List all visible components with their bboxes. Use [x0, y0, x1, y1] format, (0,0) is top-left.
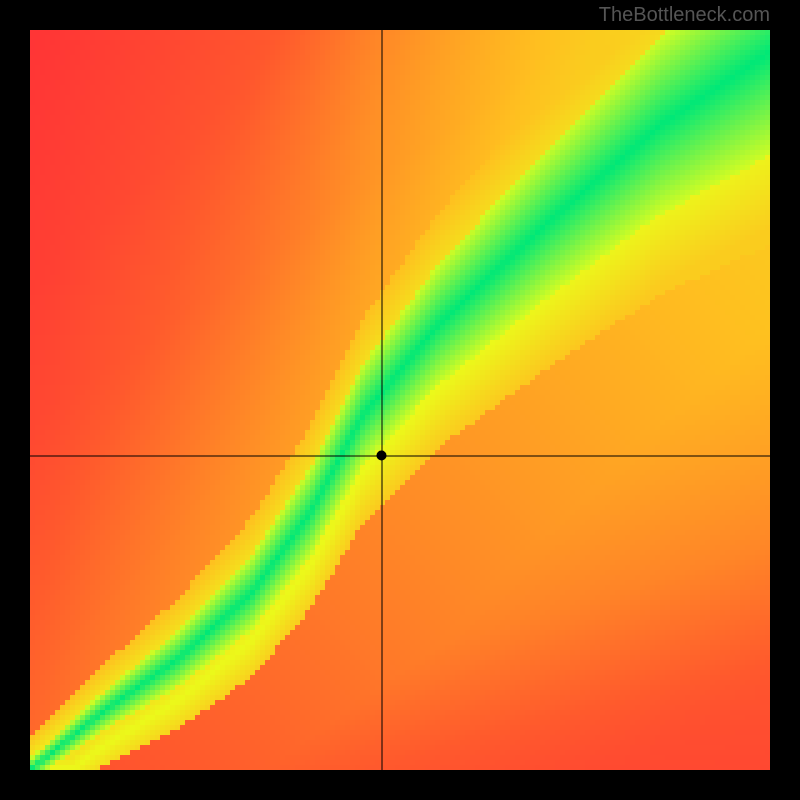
heatmap-canvas	[30, 30, 770, 770]
watermark-text: TheBottleneck.com	[599, 4, 770, 27]
chart-container: TheBottleneck.com	[0, 0, 800, 800]
plot-area	[30, 30, 770, 770]
